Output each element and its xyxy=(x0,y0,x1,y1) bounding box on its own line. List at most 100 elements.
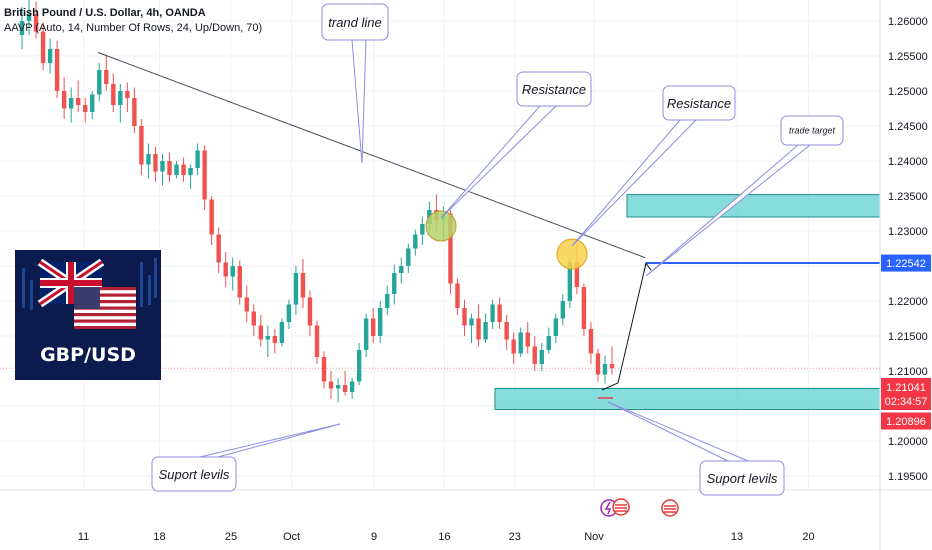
candle xyxy=(392,264,397,305)
candle-body xyxy=(132,98,137,126)
callouts: trand line Resistance Resistance trade targ… xyxy=(151,3,844,496)
candlestick-series xyxy=(19,0,615,403)
support-left-callout-box xyxy=(151,456,237,492)
resistance-2-callout[interactable]: Resistance xyxy=(571,85,736,247)
price-axis[interactable]: 1.26000 1.25500 1.25000 1.24500 1.24000 1.235… xyxy=(879,0,928,550)
candle xyxy=(518,327,523,357)
resistance-2-callout-pointer xyxy=(571,119,697,247)
candle xyxy=(237,260,242,305)
candle xyxy=(202,145,207,210)
trend-line[interactable] xyxy=(97,52,646,259)
candle-body xyxy=(279,322,285,343)
candle-body xyxy=(40,31,46,63)
low-price-tag-bg xyxy=(881,412,931,430)
candle xyxy=(546,327,551,354)
candle-body xyxy=(406,248,411,266)
support-right-callout-pointer xyxy=(607,401,749,462)
candle xyxy=(469,313,474,343)
candle-body xyxy=(160,161,165,172)
candle xyxy=(118,84,123,123)
resistance-1-callout-pointer xyxy=(440,105,557,219)
resistance-1-callout[interactable]: Resistance xyxy=(440,71,592,219)
support-zone[interactable] xyxy=(494,388,881,410)
candle-body xyxy=(511,339,516,354)
candle-body xyxy=(497,304,502,322)
support-left-callout-pointer xyxy=(199,423,341,458)
time-tick-label: Oct xyxy=(283,531,300,543)
symbol-title[interactable]: British Pound / U.S. Dollar, 4h, OANDA xyxy=(4,7,206,19)
price-tick-label: 1.19500 xyxy=(888,471,928,483)
projection-path[interactable] xyxy=(601,263,647,391)
candle xyxy=(399,257,404,284)
candle-body xyxy=(385,294,390,308)
candle xyxy=(413,229,418,256)
candle-body xyxy=(588,329,594,354)
resistance-2-callout-label: Resistance xyxy=(667,96,731,111)
price-zones xyxy=(494,194,881,410)
trade-target-callout[interactable]: trade target xyxy=(645,115,844,277)
candle xyxy=(33,1,39,39)
candle xyxy=(47,38,53,74)
candle-body xyxy=(265,336,271,340)
candle xyxy=(490,299,495,329)
support-right-callout[interactable]: Suport levils xyxy=(607,401,785,496)
candle xyxy=(356,343,362,385)
price-tick-label: 1.21000 xyxy=(888,366,928,378)
candle xyxy=(476,304,481,347)
target-price-tag-label: 1.22542 xyxy=(886,258,926,270)
resistance-zone[interactable] xyxy=(626,194,881,218)
candle xyxy=(160,154,165,186)
time-tick-label: 9 xyxy=(371,531,377,543)
candle xyxy=(272,329,278,354)
price-tick-label: 1.22000 xyxy=(888,296,928,308)
time-tick-label: 18 xyxy=(153,531,165,543)
resistance-circle-1[interactable] xyxy=(425,210,457,242)
candle-body xyxy=(230,266,235,277)
candle xyxy=(328,371,334,399)
chart-grid xyxy=(0,0,880,490)
candle xyxy=(342,371,348,396)
candle xyxy=(216,227,221,273)
candle xyxy=(54,40,60,98)
resistance-circle-2[interactable] xyxy=(556,238,588,270)
flash-glyph-icon xyxy=(604,501,612,515)
trend-line-callout[interactable]: trand line xyxy=(321,3,389,164)
candle-body xyxy=(216,234,221,263)
candle-body xyxy=(181,164,186,175)
price-tick-label: 1.24000 xyxy=(888,156,928,168)
candle-body xyxy=(518,332,523,354)
indicator-label[interactable]: AAVP (Auto, 14, Number Of Rows, 24, Up/D… xyxy=(4,22,263,34)
candle xyxy=(406,243,411,273)
candle xyxy=(97,63,102,102)
candle xyxy=(525,322,530,354)
candle xyxy=(349,378,355,399)
us-event-icon-2[interactable] xyxy=(661,499,679,517)
time-axis[interactable]: 11 18 25 Oct 9 16 23 Nov 13 20 xyxy=(0,489,932,543)
price-tick-label: 1.25500 xyxy=(888,51,928,63)
candle-body xyxy=(455,283,460,308)
trade-target-callout-label: trade target xyxy=(789,126,836,136)
current-price-tag: 1.21041 02:34:57 xyxy=(881,378,931,410)
candle-body xyxy=(202,150,207,200)
candle-body xyxy=(413,234,418,249)
candle xyxy=(553,313,559,343)
economic-events[interactable] xyxy=(600,498,679,517)
trade-target-callout-pointer xyxy=(645,144,811,277)
candle-body xyxy=(476,318,481,340)
us-event-icon[interactable] xyxy=(612,498,630,516)
candle xyxy=(363,313,369,357)
candle-body xyxy=(546,336,551,350)
candle-body xyxy=(462,308,467,326)
candle xyxy=(111,73,116,112)
candle xyxy=(560,294,566,326)
candle-body xyxy=(370,318,376,336)
support-left-callout[interactable]: Suport levils xyxy=(151,423,341,492)
logo-bg-candles-icon xyxy=(22,258,157,310)
candle xyxy=(83,98,88,123)
candle xyxy=(146,143,151,179)
candle-body xyxy=(125,91,130,98)
candle xyxy=(244,285,249,322)
candle xyxy=(209,196,214,245)
candle xyxy=(68,87,74,123)
